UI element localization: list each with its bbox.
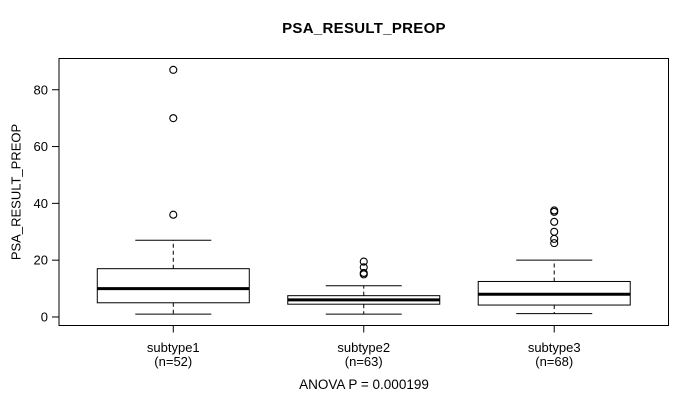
outlier-point-subtype1	[169, 114, 178, 123]
outlier-point-subtype3	[550, 239, 559, 248]
iqr-box-subtype1	[96, 268, 250, 304]
outlier-point-subtype2	[359, 263, 368, 272]
outlier-point-subtype3	[550, 217, 559, 226]
y-tick-label-20: 20	[34, 253, 48, 268]
outlier-point-subtype3	[550, 227, 559, 236]
outlier-point-subtype3	[550, 234, 559, 243]
outlier-point-subtype3	[550, 206, 559, 215]
y-tick-label-40: 40	[34, 196, 48, 211]
group-count-subtype3: (n=68)	[535, 354, 573, 369]
group-count-subtype1: (n=52)	[154, 354, 192, 369]
group-label-subtype1: subtype1	[147, 340, 200, 355]
y-tick-label-60: 60	[34, 139, 48, 154]
outlier-point-subtype2	[359, 257, 368, 266]
outlier-point-subtype1	[169, 65, 178, 74]
y-tick-label-80: 80	[34, 82, 48, 97]
outlier-point-subtype1	[169, 210, 178, 219]
group-label-subtype3: subtype3	[528, 340, 581, 355]
group-count-subtype2: (n=63)	[345, 354, 383, 369]
y-tick-label-0: 0	[41, 310, 48, 325]
anova-p-text: ANOVA P = 0.000199	[299, 377, 429, 392]
chart-title: PSA_RESULT_PREOP	[282, 20, 446, 37]
outlier-point-subtype2	[359, 268, 368, 278]
group-label-subtype2: subtype2	[337, 340, 390, 355]
